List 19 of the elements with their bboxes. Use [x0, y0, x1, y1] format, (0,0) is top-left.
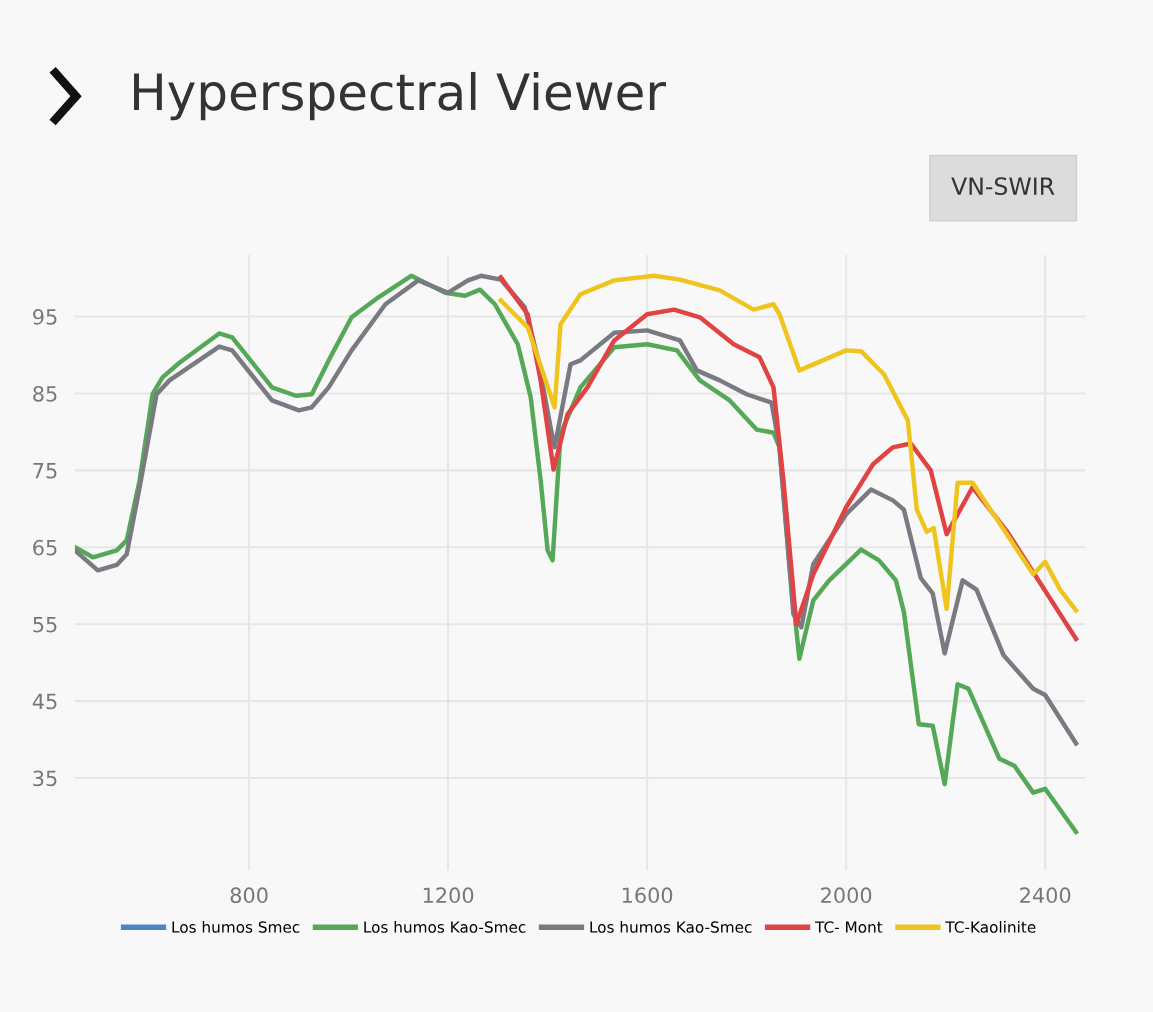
- x-tick-label: 2400: [1020, 887, 1071, 904]
- text: VN-SWIR: [951, 177, 1055, 196]
- legend-label: TC-Kaolinite: [945, 920, 1036, 933]
- y-tick-label: 45: [32, 693, 57, 710]
- x-tick-label: 1600: [622, 887, 673, 904]
- y-tick-label: 75: [33, 463, 57, 479]
- y-tick-label: 85: [33, 385, 57, 402]
- chart-title: Hyperspectral Viewer: [134, 71, 666, 121]
- x-tick-label: 1200: [423, 887, 474, 904]
- y-tick-label: 35: [33, 770, 57, 787]
- legend-label: Los humos Smec: [172, 920, 300, 933]
- y-tick-label: 55: [33, 616, 57, 633]
- legend-label: Los humos Kao-Smec: [590, 920, 752, 933]
- y-tick-label: 95: [33, 309, 57, 325]
- x-tick-label: 800: [230, 887, 268, 904]
- legend-label: TC- Mont: [815, 921, 883, 933]
- x-tick-label: 2000: [821, 887, 872, 904]
- legend-label: Los humos Kao-Smec: [364, 920, 526, 933]
- y-tick-label: 65: [33, 539, 57, 556]
